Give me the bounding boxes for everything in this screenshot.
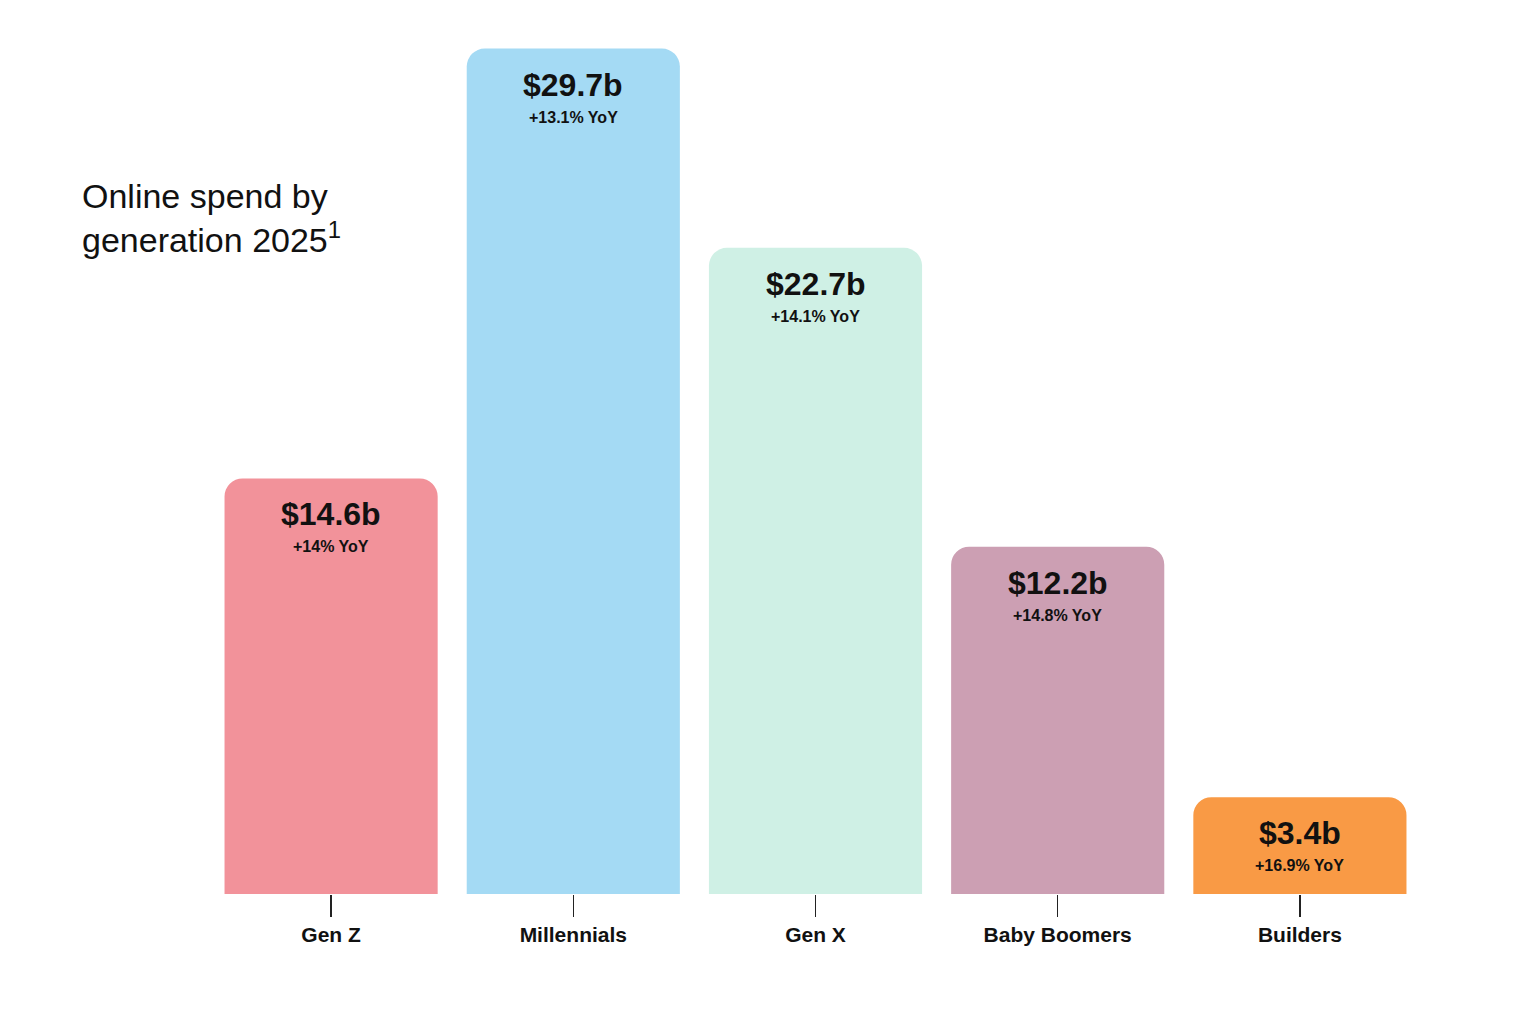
svg-text:+13.1% YoY: +13.1% YoY — [529, 109, 618, 126]
svg-text:+14.1% YoY: +14.1% YoY — [771, 308, 860, 325]
svg-text:Gen X: Gen X — [785, 923, 846, 946]
svg-text:$14.6b: $14.6b — [281, 496, 381, 532]
svg-text:+16.9% YoY: +16.9% YoY — [1255, 857, 1344, 874]
svg-text:Baby Boomers: Baby Boomers — [984, 923, 1132, 946]
svg-text:$29.7b: $29.7b — [523, 67, 623, 103]
svg-text:Gen Z: Gen Z — [301, 923, 361, 946]
svg-text:$3.4b: $3.4b — [1259, 815, 1341, 851]
svg-text:Online spend bygeneration 2025: Online spend bygeneration 2025​1​ — [82, 177, 341, 259]
svg-text:$12.2b: $12.2b — [1008, 565, 1108, 601]
svg-text:$22.7b: $22.7b — [766, 266, 866, 302]
svg-text:+14.8% YoY: +14.8% YoY — [1013, 607, 1102, 624]
svg-text:+14% YoY: +14% YoY — [293, 538, 369, 555]
svg-text:Millennials: Millennials — [520, 923, 627, 946]
svg-text:Builders: Builders — [1258, 923, 1342, 946]
